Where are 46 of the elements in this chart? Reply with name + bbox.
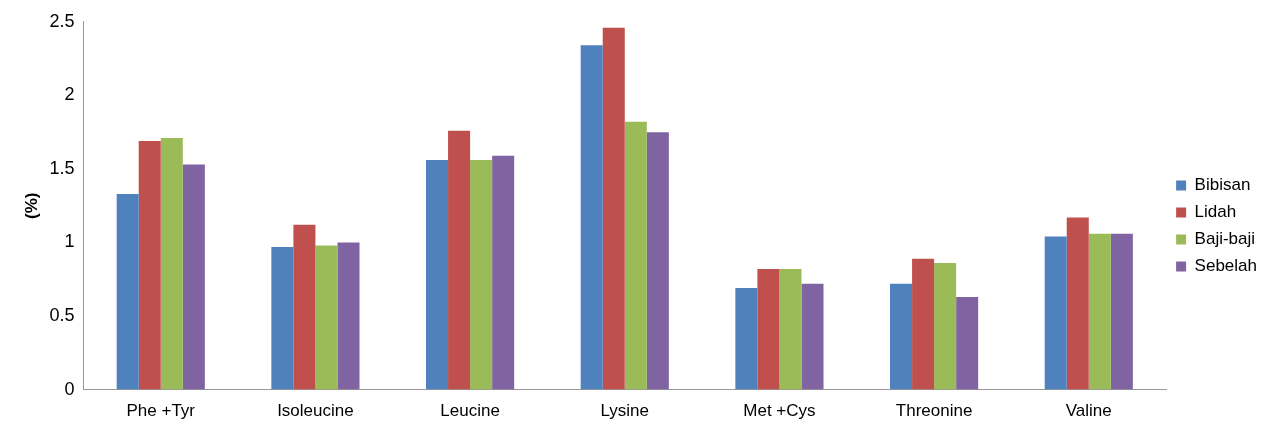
x-tick-label: Isoleucine [277,401,354,421]
legend-label: Bibisan [1194,175,1251,195]
y-axis-title: (%) [21,192,41,219]
y-tick-label: 0 [64,378,75,399]
y-tick-label: 2.5 [49,10,75,31]
bar [492,155,515,390]
bar [337,242,360,390]
y-tick-label: 1.5 [49,157,75,178]
y-tick-label: 0.5 [49,305,75,326]
legend-label: Lidah [1194,202,1237,222]
bar [912,258,935,390]
legend-label: Baji-baji [1194,229,1256,249]
bar [735,288,758,390]
bar [182,164,205,390]
x-tick-label: Met +Cys [743,401,816,421]
x-tick-label: Leucine [440,401,500,421]
bar [448,130,471,390]
y-tick-label: 2 [64,84,75,105]
bar [138,140,161,390]
bar [160,138,183,390]
bar [646,132,669,390]
bar [315,245,338,390]
bar [426,160,449,390]
x-tick-label: Lysine [600,401,650,421]
bar [934,263,957,390]
bar [757,268,780,390]
bar [1066,217,1089,390]
bar [580,45,603,390]
y-tick-label: 1 [64,231,75,252]
bar [271,246,294,390]
bar [624,121,647,390]
bar [1044,236,1067,390]
bar [602,27,625,390]
bar [801,283,824,390]
bar [956,296,979,390]
x-tick-label: Threonine [895,401,973,421]
x-tick-label: Valine [1065,401,1112,421]
bar [890,283,913,390]
bar [1110,233,1133,390]
bar [293,224,316,390]
x-tick-label: Phe +Tyr [126,401,196,421]
bar [116,193,139,390]
bar [779,268,802,390]
bar [470,160,493,390]
legend-label: Sebelah [1194,256,1257,276]
bar [1088,233,1111,390]
